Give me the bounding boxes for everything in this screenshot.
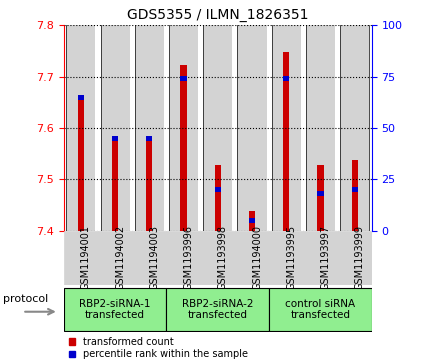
Bar [201, 231, 235, 285]
Bar [306, 25, 335, 231]
Bar [317, 191, 323, 196]
Text: GSM1194000: GSM1194000 [252, 225, 262, 290]
Bar [235, 231, 269, 285]
Text: RBP2-siRNA-1
transfected: RBP2-siRNA-1 transfected [79, 299, 151, 320]
Text: GSM1193997: GSM1193997 [320, 225, 330, 290]
Bar [352, 160, 358, 231]
Bar [269, 231, 303, 285]
Text: GSM1194002: GSM1194002 [115, 225, 125, 290]
Bar [303, 231, 337, 285]
Bar [271, 25, 301, 231]
Bar [215, 166, 221, 231]
Title: GDS5355 / ILMN_1826351: GDS5355 / ILMN_1826351 [127, 8, 308, 22]
Bar [78, 100, 84, 231]
Text: control siRNA
transfected: control siRNA transfected [286, 299, 356, 320]
Bar [169, 25, 198, 231]
Legend: transformed count, percentile rank within the sample: transformed count, percentile rank withi… [69, 337, 248, 359]
Bar [78, 95, 84, 99]
Bar [132, 231, 166, 285]
Bar [135, 25, 164, 231]
Bar [238, 25, 267, 231]
Bar [166, 231, 201, 285]
Bar [317, 166, 323, 231]
Text: GSM1193999: GSM1193999 [355, 225, 365, 290]
Text: GSM1193996: GSM1193996 [183, 225, 194, 290]
Bar [269, 287, 372, 331]
Bar [112, 140, 118, 231]
Bar [215, 187, 221, 192]
Bar [249, 211, 255, 231]
Bar [180, 65, 187, 231]
Bar [283, 77, 290, 81]
Bar [101, 25, 130, 231]
Text: GSM1193998: GSM1193998 [218, 225, 228, 290]
Bar [146, 136, 152, 140]
Bar [352, 187, 358, 192]
Bar [180, 77, 187, 81]
Bar [337, 231, 372, 285]
Text: GSM1193995: GSM1193995 [286, 225, 296, 290]
Bar [203, 25, 232, 231]
Bar [146, 136, 152, 231]
Text: RBP2-siRNA-2
transfected: RBP2-siRNA-2 transfected [182, 299, 253, 320]
Bar [112, 136, 118, 140]
Bar [64, 231, 98, 285]
Bar [66, 25, 95, 231]
Bar [166, 287, 269, 331]
Bar [64, 287, 166, 331]
Bar [283, 52, 290, 231]
Bar [98, 231, 132, 285]
Text: GSM1194003: GSM1194003 [149, 225, 159, 290]
Bar [249, 218, 255, 223]
Text: GSM1194001: GSM1194001 [81, 225, 91, 290]
Text: protocol: protocol [3, 294, 48, 305]
Bar [340, 25, 369, 231]
